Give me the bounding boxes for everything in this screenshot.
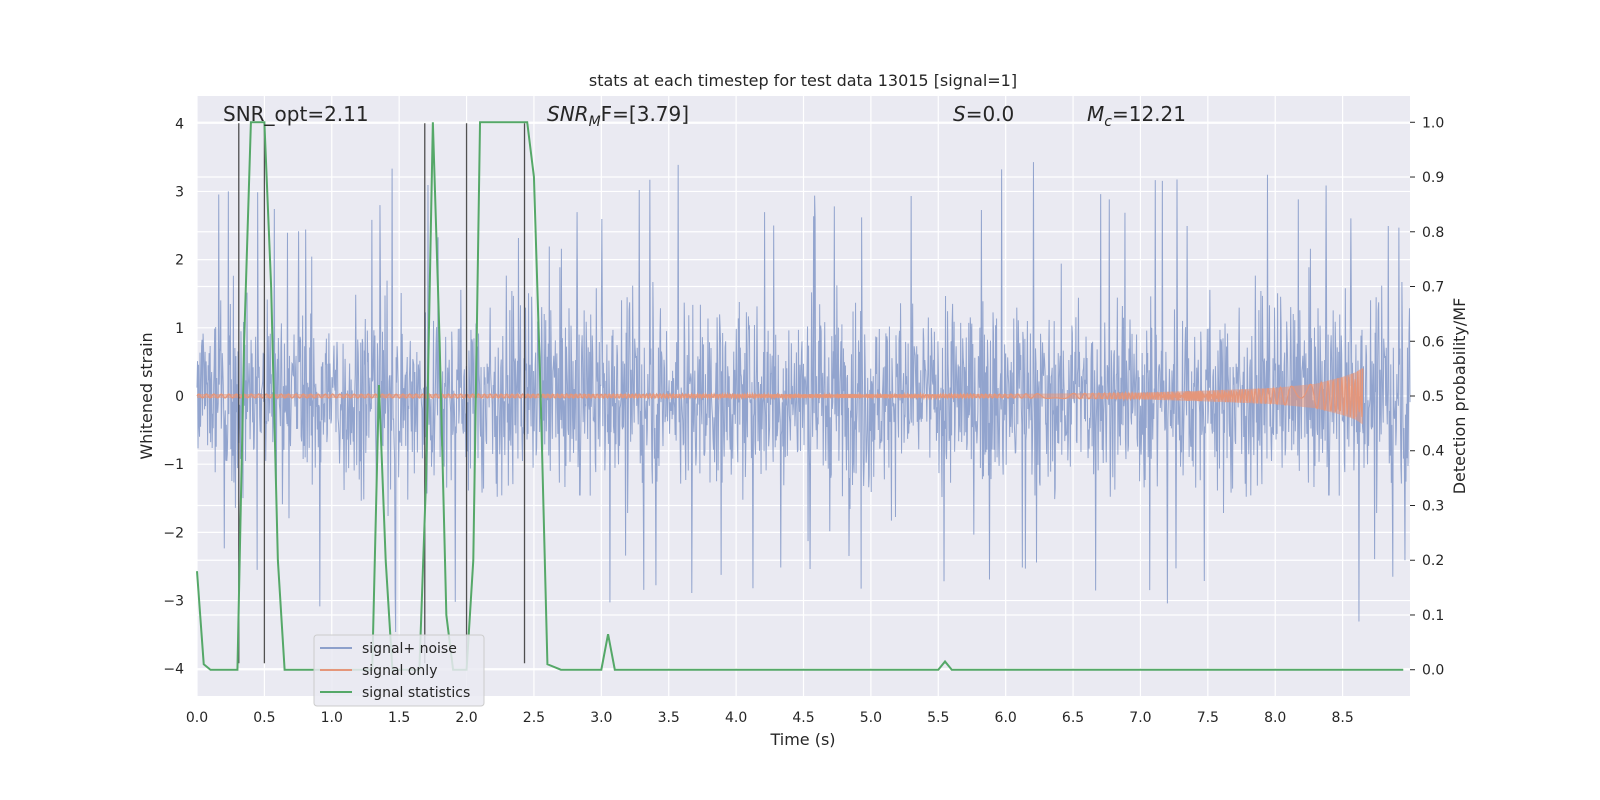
y-right-tick-label: 0.9 bbox=[1422, 170, 1444, 186]
annotation-snr-opt: SNR_opt=2.11 bbox=[223, 102, 369, 126]
annotation-snr-mf-sub: M bbox=[589, 114, 601, 130]
x-axis-label: Time (s) bbox=[769, 730, 835, 749]
annotation-mc-rest: =12.21 bbox=[1112, 102, 1186, 126]
x-tick-label: 3.0 bbox=[590, 710, 612, 726]
x-tick-label: 8.0 bbox=[1264, 710, 1286, 726]
legend-box bbox=[313, 634, 485, 707]
y-right-tick-label: 1.0 bbox=[1422, 115, 1444, 131]
x-tick-label: 6.0 bbox=[995, 710, 1017, 726]
x-tick-label: 5.5 bbox=[927, 710, 949, 726]
annotation-s: S=0.0 bbox=[953, 102, 1014, 126]
signal-only-series bbox=[196, 367, 1364, 425]
x-tick-label: 7.5 bbox=[1197, 710, 1219, 726]
x-tick-labels: 0.0 0.5 1.0 1.5 2.0 2.5 3.0 3.5 4.0 4.5 5.0 5.5 6.0 6… bbox=[186, 710, 1354, 726]
y-right-tick-label: 0.5 bbox=[1422, 389, 1444, 405]
x-tick-label: 6.5 bbox=[1062, 710, 1084, 726]
y-right-tick-label: 0.6 bbox=[1422, 334, 1444, 350]
y-tick-label: −3 bbox=[163, 594, 184, 610]
y-right-tick-label: 0.4 bbox=[1422, 444, 1444, 460]
annotation-mc-sub: c bbox=[1104, 114, 1112, 130]
y-right-tick-label: 0.3 bbox=[1422, 498, 1444, 514]
legend-label-signal-statistics: signal statistics bbox=[362, 685, 470, 701]
y-right-tick-label: 0.2 bbox=[1422, 553, 1444, 569]
x-tick-label: 1.0 bbox=[321, 710, 343, 726]
x-tick-label: 5.0 bbox=[860, 710, 882, 726]
signal-noise-line bbox=[196, 162, 1411, 632]
x-tick-label: 4.5 bbox=[792, 710, 814, 726]
annotation-s-rest: =0.0 bbox=[966, 102, 1015, 126]
annotation-mc-main: M bbox=[1087, 102, 1104, 126]
y-tick-label: −2 bbox=[163, 525, 184, 541]
annotation-snr-mf: SNRMF=[3.79] bbox=[547, 102, 689, 130]
y-tick-label: −1 bbox=[163, 457, 184, 473]
annotation-snr-mf-main: SNR bbox=[547, 102, 589, 126]
y-right-tick-label: 0.8 bbox=[1422, 225, 1444, 241]
x-tick-label: 2.0 bbox=[455, 710, 477, 726]
y-right-tick-label: 0.1 bbox=[1422, 608, 1444, 624]
y-right-tick-label: 0.0 bbox=[1422, 663, 1444, 679]
x-tick-label: 3.5 bbox=[658, 710, 680, 726]
annotation-mc: Mc=12.21 bbox=[1087, 102, 1186, 130]
chart-title: stats at each timestep for test data 130… bbox=[589, 71, 1017, 90]
y-right-tick-labels: 0.0 0.1 0.2 0.3 0.4 0.5 0.6 0.7 0.8 0.9 1.0 bbox=[1410, 115, 1444, 679]
legend: signal+ noise signal only signal statist… bbox=[313, 634, 485, 707]
signal-noise-series bbox=[196, 162, 1411, 632]
y-tick-label: 2 bbox=[175, 253, 184, 269]
y-right-axis-label: Detection probability/MF bbox=[1450, 298, 1469, 495]
legend-label-signal-only: signal only bbox=[362, 663, 437, 679]
y-tick-label: 3 bbox=[175, 184, 184, 200]
y-axis-label: Whitened strain bbox=[137, 332, 156, 459]
y-tick-labels: −4 −3 −2 −1 0 1 2 3 4 bbox=[163, 116, 184, 677]
y-right-tick-label: 0.7 bbox=[1422, 280, 1444, 296]
x-tick-label: 7.0 bbox=[1129, 710, 1151, 726]
signal-only-line bbox=[196, 368, 1364, 419]
x-tick-label: 0.0 bbox=[186, 710, 208, 726]
y-tick-label: 0 bbox=[175, 389, 184, 405]
annotation-s-main: S bbox=[953, 102, 966, 126]
y-tick-label: 4 bbox=[175, 116, 184, 132]
x-tick-label: 8.5 bbox=[1331, 710, 1353, 726]
y-tick-label: −4 bbox=[163, 662, 184, 678]
vertical-markers bbox=[238, 123, 526, 664]
x-tick-label: 1.5 bbox=[388, 710, 410, 726]
x-tick-label: 0.5 bbox=[253, 710, 275, 726]
x-tick-label: 4.0 bbox=[725, 710, 747, 726]
x-tick-label: 2.5 bbox=[523, 710, 545, 726]
annotation-snr-mf-rest: F=[3.79] bbox=[601, 102, 689, 126]
legend-label-signal-noise: signal+ noise bbox=[362, 641, 457, 657]
y-tick-label: 1 bbox=[175, 321, 184, 337]
